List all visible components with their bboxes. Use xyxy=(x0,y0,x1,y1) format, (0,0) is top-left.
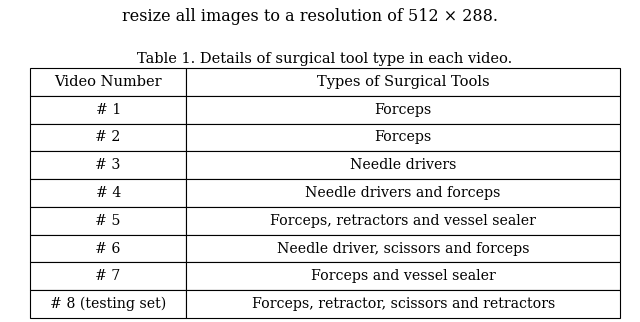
Text: Needle drivers: Needle drivers xyxy=(350,158,456,172)
Text: # 7: # 7 xyxy=(95,269,121,283)
Text: # 4: # 4 xyxy=(95,186,121,200)
Bar xyxy=(30,235,186,262)
Text: Forceps, retractors and vessel sealer: Forceps, retractors and vessel sealer xyxy=(270,214,536,228)
Bar xyxy=(186,96,620,124)
Text: Video Number: Video Number xyxy=(54,75,162,89)
Text: Forceps: Forceps xyxy=(374,130,432,145)
Text: # 5: # 5 xyxy=(95,214,121,228)
Text: Forceps, retractor, scissors and retractors: Forceps, retractor, scissors and retract… xyxy=(252,297,555,311)
Text: Table 1. Details of surgical tool type in each video.: Table 1. Details of surgical tool type i… xyxy=(138,52,513,66)
Text: Forceps: Forceps xyxy=(374,103,432,117)
Bar xyxy=(186,235,620,262)
Bar xyxy=(30,207,186,235)
Bar xyxy=(30,179,186,207)
Bar xyxy=(186,179,620,207)
Text: # 6: # 6 xyxy=(95,242,121,256)
Bar xyxy=(186,124,620,151)
Bar xyxy=(30,290,186,318)
Text: # 1: # 1 xyxy=(95,103,121,117)
Bar xyxy=(186,207,620,235)
Bar xyxy=(186,290,620,318)
Bar xyxy=(186,151,620,179)
Bar xyxy=(30,68,186,96)
Text: # 3: # 3 xyxy=(95,158,121,172)
Bar xyxy=(30,151,186,179)
Text: Forceps and vessel sealer: Forceps and vessel sealer xyxy=(311,269,495,283)
Text: # 8 (testing set): # 8 (testing set) xyxy=(50,297,166,311)
Bar xyxy=(30,124,186,151)
Bar xyxy=(186,68,620,96)
Text: Needle drivers and forceps: Needle drivers and forceps xyxy=(305,186,501,200)
Bar xyxy=(186,262,620,290)
Text: Needle driver, scissors and forceps: Needle driver, scissors and forceps xyxy=(277,242,529,256)
Bar xyxy=(30,262,186,290)
Text: resize all images to a resolution of 512 × 288.: resize all images to a resolution of 512… xyxy=(122,8,498,25)
Bar xyxy=(30,96,186,124)
Text: Types of Surgical Tools: Types of Surgical Tools xyxy=(317,75,490,89)
Text: # 2: # 2 xyxy=(95,130,121,145)
